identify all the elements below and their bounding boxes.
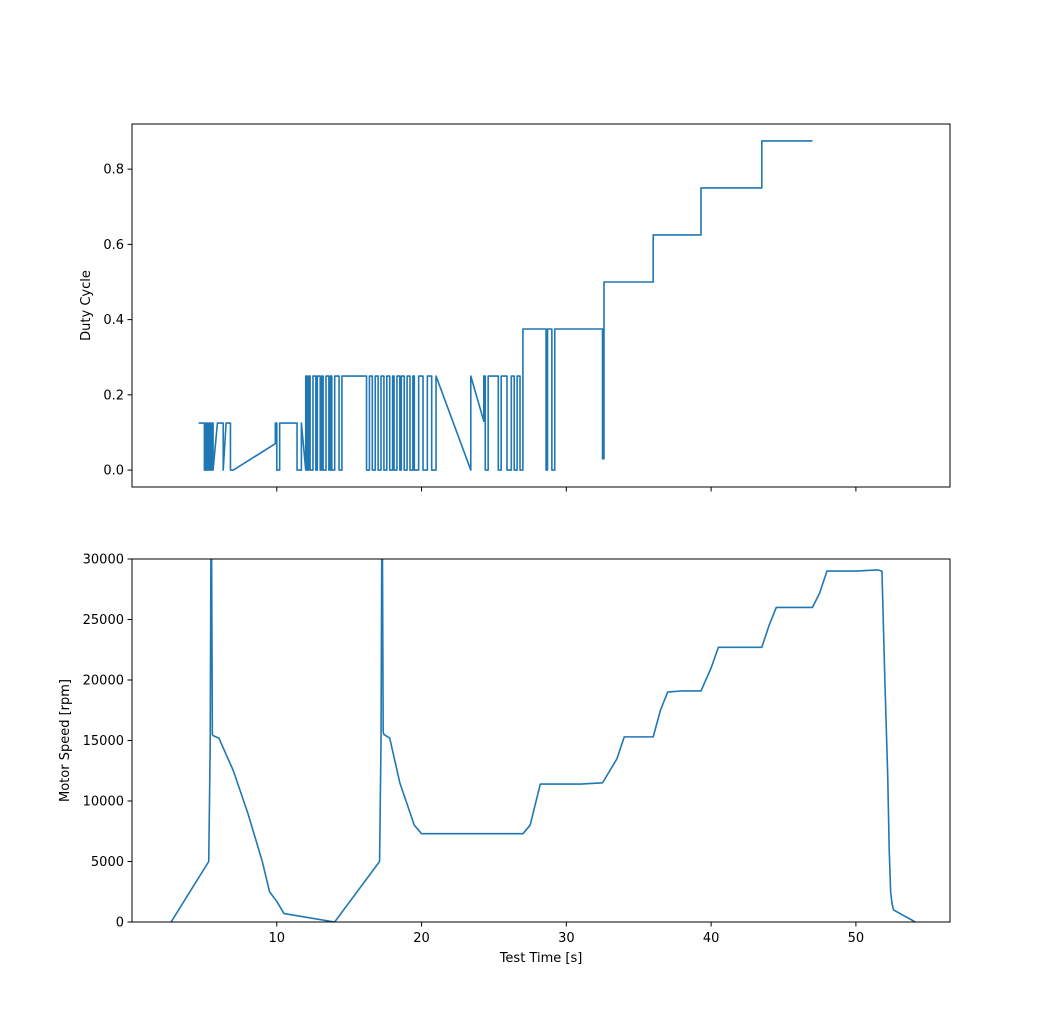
motor-speed-x-tick-label-0: 10 [269, 931, 286, 946]
duty-cycle-y-axis-label: Duty Cycle [79, 270, 94, 341]
motor-speed-series-layer [170, 559, 916, 922]
motor-speed-x-tick-label-4: 50 [848, 931, 865, 946]
motor-speed-x-tick-label-1: 20 [413, 931, 430, 946]
duty-cycle-y-ticks: 0.0 0.2 0.4 0.6 0.8 [103, 163, 132, 479]
motor-speed-y-tick-label-6: 30000 [83, 553, 124, 568]
motor-speed-x-ticks: 10 20 30 40 50 [269, 922, 865, 946]
motor-speed-y-ticks: 0 5000 10000 15000 20000 25000 30000 [83, 553, 132, 931]
motor-speed-y-tick-label-0: 0 [116, 916, 124, 931]
motor-speed-panel: 10 20 30 40 50 0 5000 10000 15000 20000 25000 3000… [58, 553, 951, 966]
motor-speed-y-tick-label-2: 10000 [83, 795, 124, 810]
duty-cycle-series-layer [198, 140, 813, 471]
motor-speed-x-tick-label-3: 40 [703, 931, 720, 946]
duty-cycle-axes-frame [131, 123, 951, 488]
motor-speed-x-axis-label: Test Time [s] [499, 951, 583, 966]
duty-cycle-panel: 0.0 0.2 0.4 0.6 0.8 Duty Cycle [79, 123, 951, 492]
duty-cycle-y-tick-label-2: 0.4 [103, 313, 124, 328]
duty-cycle-y-tick-label-3: 0.6 [103, 238, 124, 253]
duty-cycle-x-ticks [276, 487, 857, 492]
duty-cycle-y-tick-label-0: 0.0 [103, 464, 124, 479]
motor-speed-y-tick-label-1: 5000 [91, 855, 124, 870]
motor-speed-series-line-0 [170, 559, 916, 922]
motor-speed-y-tick-label-4: 20000 [83, 674, 124, 689]
duty-cycle-y-tick-label-4: 0.8 [103, 163, 124, 178]
duty-cycle-series-line-0 [198, 140, 813, 471]
duty-cycle-y-tick-label-1: 0.2 [103, 388, 124, 403]
motor-speed-y-tick-label-3: 15000 [83, 734, 124, 749]
motor-speed-y-axis-label: Motor Speed [rpm] [58, 679, 73, 802]
motor-speed-x-tick-label-2: 30 [558, 931, 575, 946]
motor-speed-y-tick-label-5: 25000 [83, 613, 124, 628]
